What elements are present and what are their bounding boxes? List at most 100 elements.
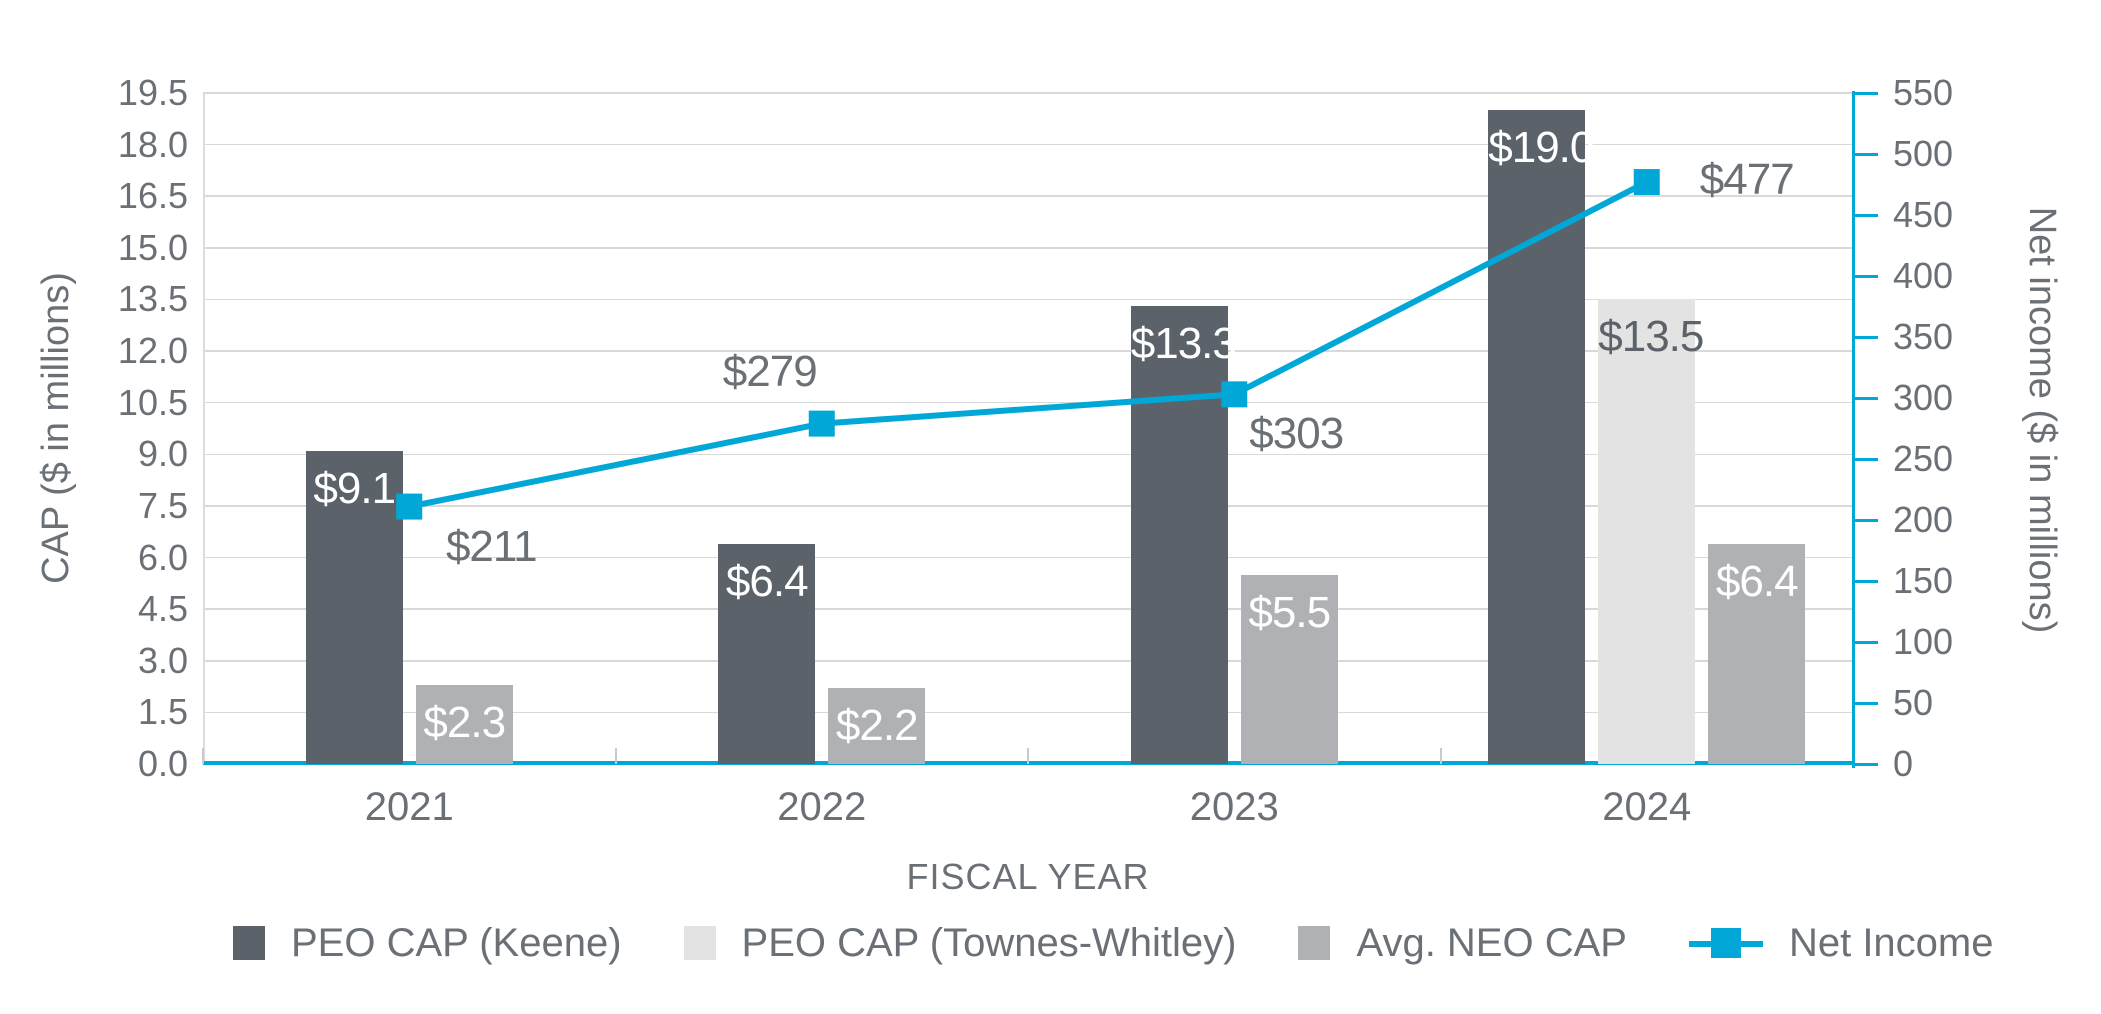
legend-item-peo-keene: PEO CAP (Keene) [233, 920, 622, 966]
right-axis-tick-mark [1854, 701, 1878, 705]
left-axis-tick-label: 13.5 [117, 278, 188, 320]
right-axis-tick-label: 550 [1893, 72, 1954, 113]
gridline [203, 505, 1853, 507]
right-axis-tick-mark [1854, 274, 1878, 278]
left-axis-tick-label: 16.5 [117, 175, 188, 217]
x-axis-title: FISCAL YEAR [906, 856, 1150, 897]
x-axis-category-label: 2023 [1189, 785, 1279, 829]
right-axis-line [1851, 91, 1855, 768]
category-boundary-tick [614, 748, 617, 764]
x-axis-category-label: 2022 [777, 785, 867, 829]
right-axis-tick-mark [1854, 213, 1878, 217]
legend-label: Avg. NEO CAP [1356, 921, 1627, 965]
left-axis-tick-label: 0.0 [137, 743, 188, 784]
bar-value-label: $13.3 [1130, 319, 1237, 369]
gridline [203, 143, 1853, 146]
right-axis-tick-mark [1854, 518, 1878, 522]
gridline [203, 92, 1853, 94]
gridline [203, 711, 1853, 714]
bar-value-label: $5.5 [1248, 587, 1331, 637]
net-income-value-label: $279 [722, 346, 818, 396]
net-income-marker-2021 [396, 493, 423, 520]
bar-peo_keene-2021: $9.1 [305, 450, 403, 764]
bar-value-label: $2.2 [835, 701, 919, 751]
right-axis-tick-label: 300 [1893, 377, 1954, 418]
right-axis-tick-label: 350 [1893, 316, 1954, 357]
gridline [203, 660, 1853, 662]
left-axis-tick-label: 7.5 [137, 484, 188, 526]
gridline [203, 556, 1853, 559]
left-axis-tick-label: 10.5 [117, 381, 188, 423]
right-axis-tick-label: 150 [1893, 560, 1954, 601]
right-axis-tick-label: 450 [1893, 194, 1954, 235]
right-axis-title: Net income ($ in millions) [2021, 206, 2063, 634]
gridline [203, 608, 1853, 610]
left-axis-line [203, 93, 205, 764]
plot-area: 0.0 1.5 3.0 4.5 6.0 7.5 9.0 10.5 12.0 13.5 15.0 16.… [118, 72, 1953, 829]
bar-value-label: $9.1 [313, 463, 396, 513]
bar-avg_neo-2021: $2.3 [415, 684, 513, 764]
right-axis-tick-label: 200 [1893, 499, 1954, 540]
right-axis-tick-mark [1854, 152, 1878, 156]
x-axis-category-label: 2021 [364, 785, 454, 829]
left-axis-tick-label: 1.5 [137, 691, 188, 733]
peo-keene-swatch-icon [233, 926, 265, 960]
bar-value-label: $6.4 [725, 556, 809, 606]
bar-value-label: $2.3 [423, 697, 506, 747]
left-axis-tick-label: 18.0 [117, 123, 188, 165]
category-boundary-tick [202, 748, 204, 764]
gridline [203, 247, 1853, 249]
right-axis-tick-label: 250 [1893, 438, 1954, 479]
bar-avg_neo-2023: $5.5 [1240, 574, 1338, 764]
avg-neo-swatch-icon [1298, 926, 1331, 960]
right-axis-tick-label: 0 [1893, 743, 1914, 784]
left-axis-tick-label: 6.0 [137, 536, 188, 578]
net-income-marker-2023 [1221, 381, 1248, 408]
left-axis-tick-label: 9.0 [137, 433, 188, 475]
net-income-marker-2022 [808, 410, 835, 437]
left-axis-title: CAP ($ in millions) [35, 272, 77, 584]
left-axis-tick-label: 19.5 [117, 72, 188, 113]
net-income-value-label: $477 [1699, 155, 1795, 205]
left-axis-tick-label: 4.5 [137, 588, 188, 630]
right-axis-tick-mark [1854, 91, 1878, 95]
gridline [203, 350, 1853, 352]
bar-peo_keene-2023: $13.3 [1130, 306, 1237, 764]
gridline [203, 401, 1853, 404]
legend-label: PEO CAP (Townes-Whitley) [741, 921, 1237, 965]
bar-avg_neo-2024: $6.4 [1708, 543, 1806, 764]
gridline [203, 453, 1853, 456]
bar-peo_keene-2022: $6.4 [718, 543, 816, 764]
peo-townes-whitley-swatch-icon [683, 926, 716, 960]
legend-label: PEO CAP (Keene) [291, 921, 622, 965]
right-axis-tick-mark [1854, 640, 1878, 644]
net-income-marker-icon [1710, 928, 1741, 958]
right-axis-tick-mark [1854, 579, 1878, 583]
right-axis-tick-mark [1854, 335, 1878, 339]
legend-label: Net Income [1788, 921, 1994, 965]
net-income-marker-2024 [1633, 169, 1660, 196]
category-boundary-tick [1027, 748, 1029, 764]
bar-value-label: $6.4 [1715, 556, 1799, 606]
right-axis-tick-mark [1854, 762, 1878, 766]
legend: PEO CAP (Keene) PEO CAP (Townes-Whitley)… [233, 920, 1993, 966]
right-axis-tick-label: 500 [1893, 133, 1954, 174]
right-axis-tick-label: 100 [1893, 621, 1954, 662]
bar-value-label: $13.5 [1598, 312, 1704, 362]
left-axis-tick-label: 15.0 [117, 226, 188, 268]
left-axis-tick-label: 12.0 [117, 330, 188, 372]
legend-item-peo-townes-whitley: PEO CAP (Townes-Whitley) [683, 920, 1237, 966]
gridline [203, 195, 1853, 197]
legend-item-net-income: Net Income [1688, 920, 1994, 966]
legend-item-avg-neo: Avg. NEO CAP [1298, 920, 1627, 966]
right-axis-tick-mark [1854, 396, 1878, 400]
x-axis-category-label: 2024 [1602, 785, 1692, 829]
right-axis-tick-label: 400 [1893, 255, 1954, 296]
bar-peo_townes-2024: $13.5 [1598, 299, 1704, 764]
net-income-value-label: $303 [1249, 409, 1344, 459]
right-axis-tick-mark [1854, 457, 1878, 461]
bar-avg_neo-2022: $2.2 [828, 688, 926, 764]
gridline [203, 298, 1853, 301]
net-income-line [396, 169, 1660, 520]
